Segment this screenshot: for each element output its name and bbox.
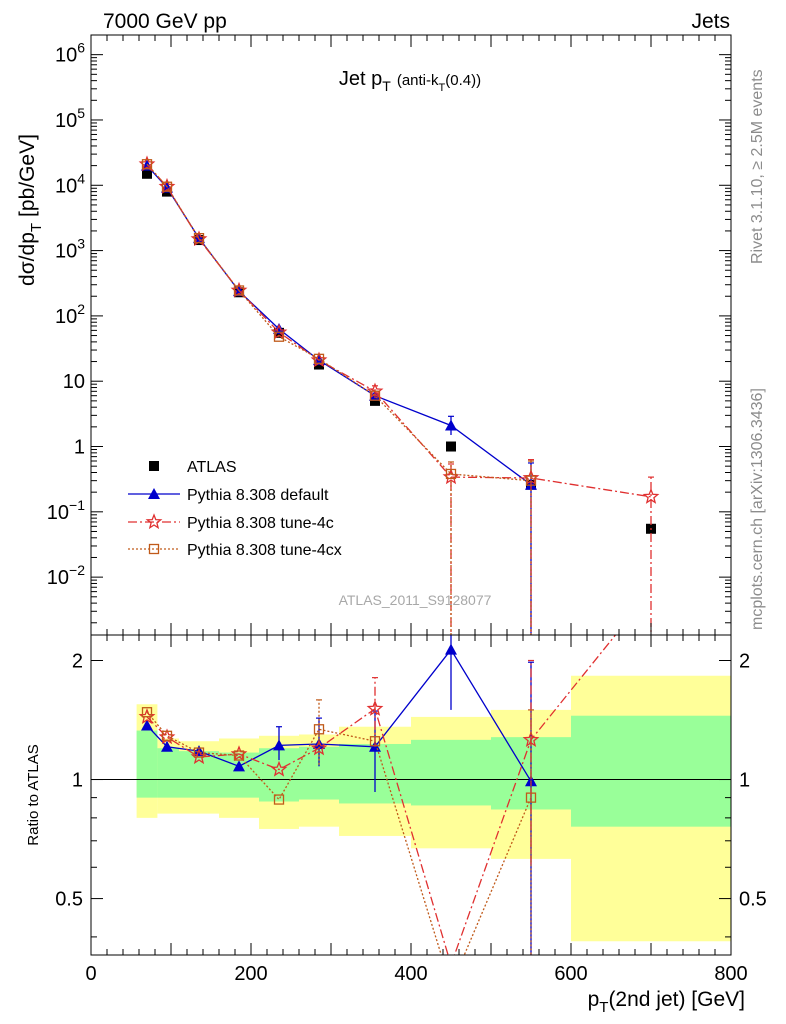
- series-1: [142, 168, 656, 534]
- legend-marker: [149, 461, 159, 471]
- data-point: [370, 395, 380, 406]
- data-point: [642, 488, 660, 504]
- x-tick-label: 800: [714, 963, 747, 985]
- ratio-y-tick-label: 2: [72, 650, 83, 672]
- legend-marker: [148, 488, 160, 499]
- legend-label: Pythia 8.308 tune-4c: [187, 515, 334, 532]
- data-point: [142, 168, 152, 179]
- ratio-point: [233, 750, 245, 761]
- data-point: [446, 441, 456, 452]
- y-tick-label: 10−2: [47, 562, 85, 589]
- data-point: [313, 353, 325, 364]
- ratio-y-tick-label-right: 2: [739, 650, 750, 672]
- data-point: [273, 331, 285, 342]
- legend-label: ATLAS: [187, 459, 237, 476]
- data-point: [233, 285, 245, 296]
- y-tick-label: 104: [55, 170, 85, 197]
- ratio-y-tick-label: 0.5: [55, 889, 83, 911]
- legend-label: Pythia 8.308 tune-4cx: [187, 542, 342, 559]
- ratio-point: [141, 707, 153, 718]
- uncertainty-band-inner: [411, 739, 491, 806]
- data-point: [369, 390, 381, 401]
- x-tick-label: 600: [554, 963, 587, 985]
- ratio-point: [270, 760, 288, 777]
- ratio-point: [522, 731, 540, 747]
- rivet-version-label: Rivet 3.1.10, ≥ 2.5M events: [749, 69, 766, 264]
- data-point: [525, 475, 537, 486]
- legend-marker: [148, 543, 160, 555]
- ratio-y-axis-label: Ratio to ATLAS: [25, 744, 42, 845]
- uncertainty-band-inner: [136, 730, 158, 798]
- analysis-watermark: ATLAS_2011_S9128077: [339, 592, 492, 608]
- ratio-y-tick-label-right: 0.5: [739, 889, 767, 911]
- legend-entry: ATLAS: [149, 459, 237, 476]
- ratio-line: [146, 635, 617, 955]
- y-tick-label: 105: [55, 105, 85, 132]
- y-tick-label: 102: [55, 301, 85, 328]
- legend-entry: Pythia 8.308 default: [128, 487, 329, 504]
- energy-label: 7000 GeV pp: [103, 10, 227, 33]
- legend-entry: Pythia 8.308 tune-4c: [128, 513, 334, 532]
- x-tick-label: 200: [234, 963, 267, 985]
- ratio-point: [161, 740, 173, 752]
- ratio-point: [366, 700, 384, 716]
- ratio-point: [141, 719, 153, 731]
- ratio-point: [273, 794, 285, 805]
- data-point: [366, 382, 384, 399]
- ratio-y-tick-label-right: 1: [739, 770, 750, 792]
- main-y-axis-label: dσ/dpT[pb/GeV]: [16, 134, 45, 286]
- uncertainty-band-inner: [571, 715, 731, 827]
- data-point: [445, 468, 457, 480]
- ratio-series-3: [141, 699, 537, 955]
- ratio-point: [233, 760, 245, 772]
- plot-title: Jet pT (anti-kT(0.4)): [339, 68, 481, 94]
- ratio-point: [273, 739, 285, 751]
- x-tick-label: 0: [85, 963, 96, 985]
- ratio-point: [525, 792, 537, 803]
- ratio-point: [445, 643, 457, 655]
- y-tick-label: 10: [63, 371, 85, 393]
- legend: ATLAS Pythia 8.308 default Pythia 8.308 tu…: [128, 459, 342, 559]
- legend-entry: Pythia 8.308 tune-4cx: [128, 542, 342, 559]
- y-tick-label: 106: [55, 40, 85, 67]
- data-point: [445, 419, 457, 431]
- process-label: Jets: [691, 10, 730, 33]
- series-4: [141, 159, 537, 635]
- data-point: [141, 159, 153, 170]
- legend-marker: [145, 513, 163, 530]
- ratio-point: [161, 730, 173, 741]
- ratio-y-tick-label: 1: [72, 770, 83, 792]
- y-tick-label: 10−1: [47, 497, 85, 524]
- data-point: [193, 233, 205, 244]
- legend-label: Pythia 8.308 default: [187, 487, 329, 504]
- ratio-point: [369, 736, 381, 747]
- uncertainty-band-inner: [179, 751, 219, 798]
- series-line: [146, 165, 532, 486]
- ratio-point: [313, 724, 325, 735]
- mcplots-label: mcplots.cern.ch [arXiv:1306.3436]: [749, 388, 766, 630]
- ratio-plot-panel: 0.5 0.51 12 2 0 200 400 600 800 Ratio to ATLAS …: [25, 634, 767, 1016]
- uncertainty-band-inner: [157, 748, 179, 798]
- x-tick-label: 400: [394, 963, 427, 985]
- series-line: [146, 163, 652, 498]
- ratio-point: [193, 747, 205, 758]
- data-point: [161, 181, 173, 192]
- y-tick-label: 103: [55, 236, 85, 263]
- y-tick-label: 1: [74, 437, 85, 459]
- x-axis-label: pT(2nd jet) [GeV]: [588, 988, 745, 1016]
- series-line: [146, 163, 532, 482]
- data-point: [273, 323, 285, 335]
